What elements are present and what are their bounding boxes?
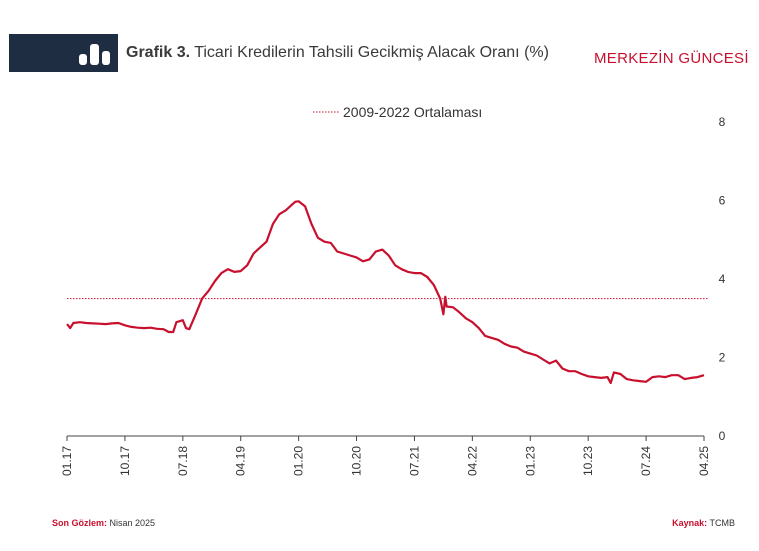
title-bold: Grafik 3.	[126, 44, 191, 61]
y-tick-label: 2	[719, 351, 726, 365]
x-tick-label: 07.21	[407, 446, 421, 476]
y-tick-label: 6	[719, 194, 726, 208]
x-tick-label: 04.19	[234, 446, 248, 476]
brand-name: MERKEZİN GÜNCESİ	[594, 50, 749, 67]
x-tick-label: 04.25	[697, 446, 711, 476]
title-rest: Ticari Kredilerin Tahsili Gecikmiş Alaca…	[194, 44, 549, 61]
legend-label: 2009-2022 Ortalaması	[343, 104, 482, 120]
x-tick-label: 10.17	[118, 446, 132, 476]
y-tick-label: 4	[719, 272, 726, 286]
x-tick-label: 01.20	[292, 446, 306, 476]
x-tick-label: 10.20	[350, 446, 364, 476]
y-tick-label: 0	[719, 429, 726, 443]
x-tick-label: 04.22	[465, 446, 479, 476]
last-observation-value: Nisan 2025	[109, 518, 156, 528]
y-tick-label: 8	[719, 115, 726, 129]
source-label: Kaynak:	[672, 518, 708, 528]
x-tick-label: 07.24	[639, 446, 653, 476]
x-tick-label: 07.18	[176, 446, 190, 476]
chart-title: Grafik 3. Ticari Kredilerin Tahsili Geci…	[126, 44, 549, 62]
x-tick-label: 10.23	[581, 446, 595, 476]
source-value: TCMB	[709, 518, 736, 528]
x-tick-label: 01.23	[523, 446, 537, 476]
series-line	[66, 200, 705, 385]
x-tick-label: 01.17	[60, 446, 74, 476]
header-box	[9, 34, 118, 72]
source: Kaynak: TCMB	[672, 518, 735, 528]
last-observation-label: Son Gözlem:	[52, 518, 108, 528]
bar-chart-icon	[79, 44, 110, 65]
last-observation: Son Gözlem: Nisan 2025	[52, 518, 155, 528]
